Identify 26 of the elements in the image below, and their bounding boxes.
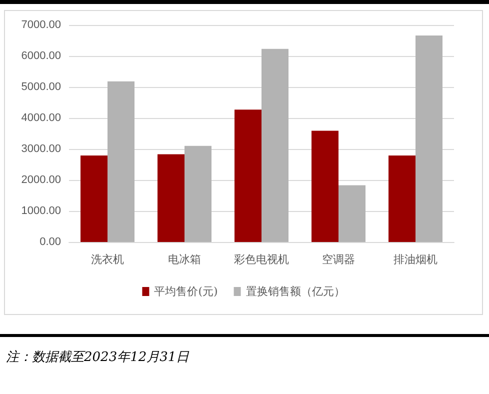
bar — [312, 130, 338, 242]
y-tick-label: 3000.00 — [21, 143, 61, 155]
y-tick-label: 2000.00 — [21, 174, 61, 186]
legend-label: 置换销售额（亿元） — [246, 285, 345, 298]
y-tick-label: 5000.00 — [21, 81, 61, 93]
x-tick-label: 排油烟机 — [394, 253, 438, 266]
text: 注：数据截至2023年12月31日 — [6, 349, 190, 367]
y-tick-label: 0.00 — [40, 236, 61, 248]
y-tick-label: 4000.00 — [21, 112, 61, 124]
x-tick-label: 彩色电视机 — [234, 253, 289, 266]
bar — [262, 48, 288, 242]
bar — [108, 81, 134, 242]
x-tick-label: 电冰箱 — [168, 253, 201, 266]
bar — [158, 154, 184, 242]
y-tick-label: 7000.00 — [21, 19, 61, 31]
bar — [338, 185, 366, 242]
y-tick-label: 1000.00 — [21, 205, 61, 217]
y-tick-label: 6000.00 — [21, 50, 61, 62]
bar — [234, 110, 262, 242]
x-tick-label: 空调器 — [322, 253, 355, 266]
bar — [80, 156, 108, 242]
legend-label: 平均售价(元) — [154, 285, 218, 298]
bar — [388, 156, 416, 242]
x-tick-label: 洗衣机 — [91, 253, 124, 266]
bar — [416, 36, 442, 242]
bar — [184, 146, 212, 242]
